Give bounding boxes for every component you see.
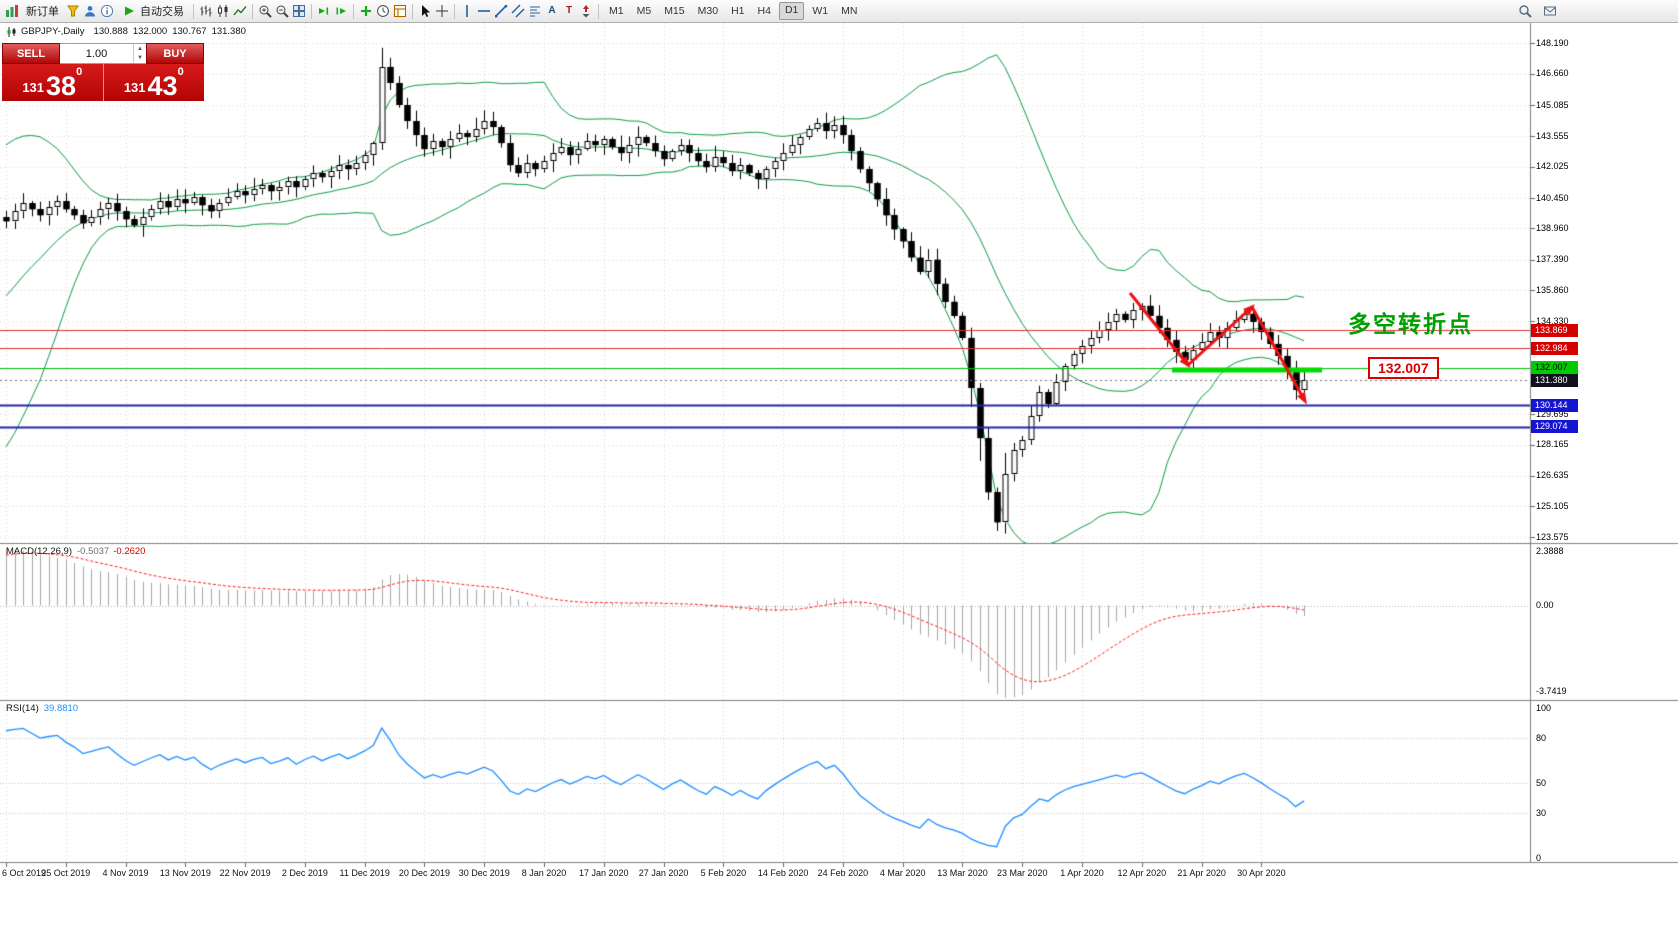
indicators-icon[interactable] bbox=[358, 3, 374, 19]
turning-point-annotation[interactable]: 多空转折点 bbox=[1348, 311, 1473, 337]
auto-scroll-icon[interactable] bbox=[316, 3, 332, 19]
templates-icon[interactable] bbox=[392, 3, 408, 19]
crosshair-icon[interactable] bbox=[434, 3, 450, 19]
text-tool-icon[interactable]: A bbox=[548, 5, 556, 16]
sell-price-pipette: 0 bbox=[76, 66, 83, 78]
tab-timeframe-h4[interactable]: H4 bbox=[757, 5, 771, 17]
price-axis[interactable] bbox=[1531, 22, 1678, 862]
tab-timeframe-mn[interactable]: MN bbox=[841, 5, 858, 17]
new-order-button[interactable]: 新订单 bbox=[21, 1, 64, 21]
one-click-trade-panel: SELL ▲▼ BUY 131 38 0 131 43 0 bbox=[2, 43, 204, 101]
autotrading-play-icon bbox=[121, 3, 137, 19]
line-chart-icon[interactable] bbox=[232, 3, 248, 19]
periods-clock-icon[interactable] bbox=[375, 3, 391, 19]
zoom-in-icon[interactable] bbox=[257, 3, 273, 19]
volume-down-icon[interactable]: ▼ bbox=[137, 55, 143, 62]
time-axis[interactable] bbox=[0, 862, 1530, 884]
symbol-icon bbox=[7, 26, 16, 37]
quote-open: 130.888 bbox=[93, 26, 128, 37]
buy-price-pipette: 0 bbox=[177, 66, 184, 78]
volume-stepper[interactable]: ▲ ▼ bbox=[133, 44, 146, 63]
fibonacci-tool-icon[interactable] bbox=[527, 3, 543, 19]
rsi-name: RSI(14) bbox=[6, 703, 39, 714]
toolbar-separator bbox=[353, 3, 354, 19]
order-funnel-icon[interactable] bbox=[65, 3, 81, 19]
tab-timeframe-w1[interactable]: W1 bbox=[812, 5, 829, 17]
search-icon[interactable] bbox=[1517, 3, 1533, 19]
quote-high: 132.000 bbox=[132, 26, 168, 37]
tab-timeframe-m5[interactable]: M5 bbox=[636, 5, 652, 17]
buy-price-prefix: 131 bbox=[123, 80, 146, 95]
volume-box: ▲▼ bbox=[60, 43, 146, 64]
channel-tool-icon[interactable] bbox=[510, 3, 526, 19]
buy-price-box[interactable]: 131 43 0 bbox=[103, 64, 204, 101]
macd-signal-value: -0.2620 bbox=[113, 546, 146, 557]
new-order-label: 新订单 bbox=[26, 6, 59, 18]
sell-price-main: 38 bbox=[46, 70, 77, 101]
toolbar-separator bbox=[412, 3, 413, 19]
mail-icon[interactable] bbox=[1542, 3, 1558, 19]
sell-price-box[interactable]: 131 38 0 bbox=[2, 64, 104, 101]
toolbar-right-group bbox=[1517, 3, 1558, 19]
bar-chart-icon[interactable] bbox=[198, 3, 214, 19]
volume-up-icon[interactable]: ▲ bbox=[137, 45, 143, 52]
trendline-tool-icon[interactable] bbox=[493, 3, 509, 19]
rsi-label: RSI(14) 39.8810 bbox=[6, 703, 78, 714]
sell-price-prefix: 131 bbox=[22, 80, 45, 95]
buy-button[interactable]: BUY bbox=[146, 43, 204, 64]
macd-name: MACD(12,26,9) bbox=[6, 546, 72, 557]
toolbar-separator bbox=[193, 3, 194, 19]
cursor-icon[interactable] bbox=[417, 3, 433, 19]
quote-line: GBPJPY-,Daily 130.888 132.000 130.767 13… bbox=[6, 26, 246, 37]
info-icon[interactable] bbox=[99, 3, 115, 19]
vertical-line-tool-icon[interactable] bbox=[459, 3, 475, 19]
horizontal-line-tool-icon[interactable] bbox=[476, 3, 492, 19]
sell-button[interactable]: SELL bbox=[2, 43, 60, 64]
toolbar: 新订单 自动交易 bbox=[0, 0, 1678, 23]
arrows-tool-icon[interactable] bbox=[578, 3, 594, 19]
new-chart-icon[interactable] bbox=[4, 3, 20, 19]
zoom-out-icon[interactable] bbox=[274, 3, 290, 19]
label-tool-icon[interactable]: T bbox=[565, 5, 573, 16]
symbol-period-label: GBPJPY-,Daily bbox=[21, 26, 85, 37]
chart-shift-icon[interactable] bbox=[333, 3, 349, 19]
toolbar-separator bbox=[252, 3, 253, 19]
volume-input[interactable] bbox=[60, 46, 133, 61]
tab-timeframe-h1[interactable]: H1 bbox=[731, 5, 745, 17]
profile-icon[interactable] bbox=[82, 3, 98, 19]
autotrading-label: 自动交易 bbox=[140, 6, 184, 18]
macd-main-value: -0.5037 bbox=[77, 546, 110, 557]
toolbar-separator bbox=[311, 3, 312, 19]
tab-timeframe-m1[interactable]: M1 bbox=[609, 5, 624, 17]
macd-label: MACD(12,26,9) -0.5037 -0.2620 bbox=[6, 546, 145, 557]
toolbar-separator bbox=[454, 3, 455, 19]
tab-timeframe-m15[interactable]: M15 bbox=[664, 5, 685, 17]
tile-windows-icon[interactable] bbox=[291, 3, 307, 19]
support-price-tag[interactable]: 132.007 bbox=[1368, 357, 1439, 379]
candle-chart-icon[interactable] bbox=[215, 3, 231, 19]
rsi-value: 39.8810 bbox=[43, 703, 79, 714]
autotrading-button[interactable]: 自动交易 bbox=[116, 1, 189, 21]
tab-timeframe-d1[interactable]: D1 bbox=[778, 2, 805, 20]
quote-low: 130.767 bbox=[172, 26, 207, 37]
toolbar-separator bbox=[598, 3, 599, 19]
quote-close: 131.380 bbox=[211, 26, 246, 37]
buy-price-main: 43 bbox=[147, 70, 178, 101]
tab-timeframe-m30[interactable]: M30 bbox=[697, 5, 719, 17]
